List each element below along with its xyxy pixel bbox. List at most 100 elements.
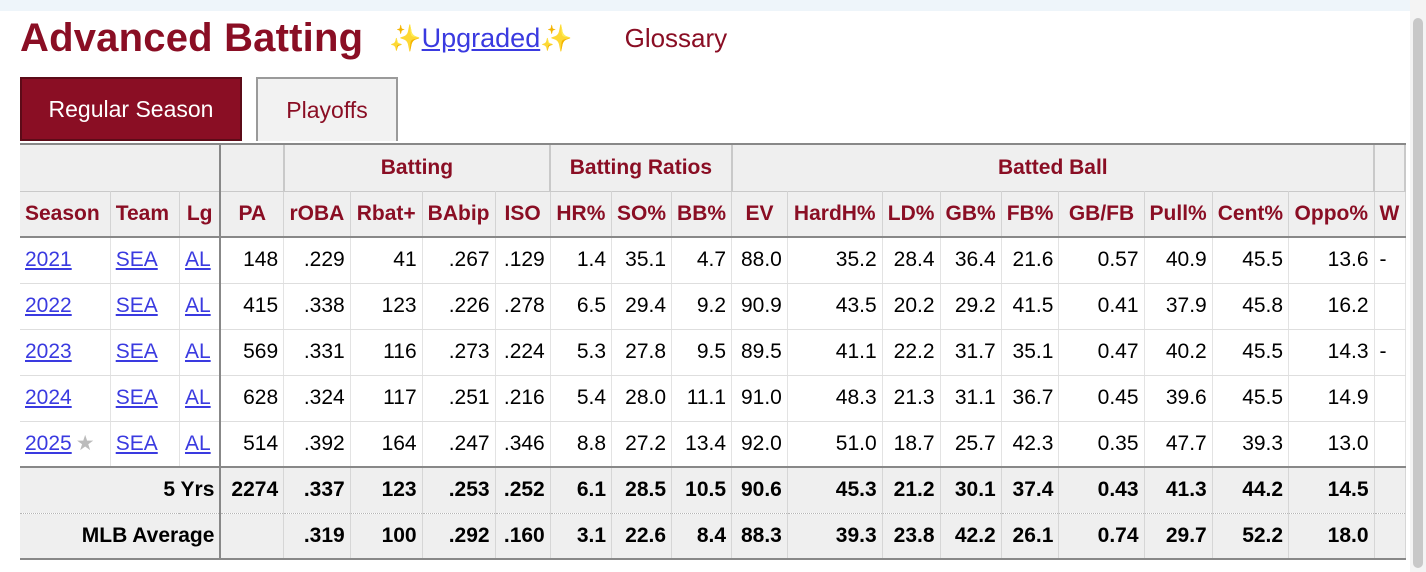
col-so-pct[interactable]: SO% — [611, 190, 673, 238]
stat-cell: 37.9 — [1144, 283, 1213, 330]
stat-cell: 35.2 — [787, 237, 883, 284]
summary-cell — [1374, 466, 1406, 514]
stat-cell: - — [1374, 329, 1406, 376]
vertical-scrollbar[interactable] — [1410, 0, 1426, 572]
summary-cell: 42.2 — [940, 513, 1002, 560]
league-cell: AL — [179, 421, 222, 468]
col-ev[interactable]: EV — [731, 190, 788, 238]
season-cell: 2022 — [20, 283, 111, 330]
stat-cell: 628 — [220, 375, 285, 422]
tab-playoffs[interactable]: Playoffs — [256, 77, 398, 141]
glossary-link[interactable]: Glossary — [624, 22, 728, 53]
team-cell: SEA — [110, 329, 180, 376]
stat-cell: .338 — [283, 283, 351, 330]
summary-label: 5 Yrs — [20, 466, 222, 514]
stat-cell: 0.41 — [1058, 283, 1145, 330]
league-link[interactable]: AL — [184, 248, 211, 272]
season-link[interactable]: 2021 — [25, 248, 72, 272]
over-header-blank — [20, 145, 222, 191]
stat-cell: 31.7 — [940, 329, 1002, 376]
stat-cell: 5.3 — [550, 329, 613, 376]
stat-cell: 31.1 — [940, 375, 1002, 422]
summary-cell: .252 — [495, 466, 551, 514]
stat-cell: 8.8 — [550, 421, 613, 468]
col-hardh-pct[interactable]: HardH% — [787, 190, 883, 238]
stat-cell: 0.35 — [1058, 421, 1145, 468]
summary-cell: 100 — [350, 513, 423, 560]
season-cell: 2024 — [20, 375, 111, 422]
tab-regular-season[interactable]: Regular Season — [20, 77, 242, 141]
league-link[interactable]: AL — [184, 431, 211, 455]
col-lg[interactable]: Lg — [179, 190, 222, 238]
col-ld-pct[interactable]: LD% — [882, 190, 941, 238]
stat-cell: 25.7 — [940, 421, 1002, 468]
upgraded-link[interactable]: Upgraded — [421, 22, 541, 53]
stat-cell: .229 — [283, 237, 351, 284]
summary-cell: .319 — [283, 513, 351, 560]
stat-cell: 47.7 — [1144, 421, 1213, 468]
col-rbat-plus[interactable]: Rbat+ — [350, 190, 423, 238]
summary-cell: 14.5 — [1288, 466, 1375, 514]
stat-cell: 16.2 — [1288, 283, 1375, 330]
col-oppo-pct[interactable]: Oppo% — [1288, 190, 1375, 238]
team-link[interactable]: SEA — [115, 386, 158, 409]
summary-cell: 23.8 — [882, 513, 941, 560]
team-link[interactable]: SEA — [115, 431, 158, 455]
team-link[interactable]: SEA — [115, 340, 158, 363]
league-link[interactable]: AL — [184, 340, 211, 363]
season-link[interactable]: 2024 — [25, 386, 72, 409]
col-gb-pct[interactable]: GB% — [940, 190, 1002, 238]
col-team[interactable]: Team — [110, 190, 180, 238]
stat-cell: 415 — [220, 283, 285, 330]
table-row: 2025 ★ SEA AL 514 .392 164 .247 .346 8.8 … — [20, 421, 1406, 468]
stat-cell: 4.7 — [671, 237, 733, 284]
stat-cell: 39.3 — [1212, 421, 1290, 468]
col-season[interactable]: Season — [20, 190, 111, 238]
summary-cell: 39.3 — [787, 513, 883, 560]
summary-cell: 123 — [350, 466, 423, 514]
over-header-next — [1374, 145, 1406, 191]
team-link[interactable]: SEA — [115, 248, 158, 272]
top-strip — [0, 0, 1410, 11]
column-header-row: Season Team Lg PA rOBA Rbat+ BAbip ISO H… — [20, 190, 1406, 238]
sparkle-icon: ✨ — [389, 22, 422, 53]
advanced-batting-table-container[interactable]: Batting Batting Ratios Batted Ball Seaso… — [20, 143, 1406, 563]
col-roba[interactable]: rOBA — [283, 190, 351, 238]
league-link[interactable]: AL — [184, 386, 211, 409]
stat-cell: 41.1 — [787, 329, 883, 376]
stat-cell: 45.5 — [1212, 375, 1290, 422]
stat-cell: 36.7 — [1001, 375, 1060, 422]
summary-cell: 88.3 — [731, 513, 788, 560]
col-pa[interactable]: PA — [220, 190, 285, 238]
league-link[interactable]: AL — [184, 294, 211, 317]
stat-cell: 117 — [350, 375, 423, 422]
stat-cell: 36.4 — [940, 237, 1002, 284]
team-link[interactable]: SEA — [115, 294, 158, 317]
stat-cell: .251 — [422, 375, 496, 422]
col-cent-pct[interactable]: Cent% — [1212, 190, 1290, 238]
stat-cell: 1.4 — [550, 237, 613, 284]
season-link[interactable]: 2023 — [25, 340, 72, 363]
scrollbar-thumb[interactable] — [1413, 18, 1423, 568]
col-iso[interactable]: ISO — [495, 190, 551, 238]
col-w[interactable]: W — [1374, 190, 1406, 238]
season-link[interactable]: 2025 — [25, 432, 72, 456]
col-hr-pct[interactable]: HR% — [550, 190, 613, 238]
stat-cell: 42.3 — [1001, 421, 1060, 468]
col-gb-fb[interactable]: GB/FB — [1058, 190, 1145, 238]
stat-cell: .331 — [283, 329, 351, 376]
stat-cell: 164 — [350, 421, 423, 468]
season-link[interactable]: 2022 — [25, 294, 72, 317]
stat-cell: .392 — [283, 421, 351, 468]
col-fb-pct[interactable]: FB% — [1001, 190, 1060, 238]
stat-cell: .278 — [495, 283, 551, 330]
stat-cell: .224 — [495, 329, 551, 376]
team-cell: SEA — [110, 237, 180, 284]
league-cell: AL — [179, 283, 222, 330]
section-title: Advanced Batting — [20, 15, 364, 60]
col-bb-pct[interactable]: BB% — [671, 190, 733, 238]
col-pull-pct[interactable]: Pull% — [1144, 190, 1213, 238]
summary-cell: .160 — [495, 513, 551, 560]
col-babip[interactable]: BAbip — [422, 190, 496, 238]
stat-cell: 45.8 — [1212, 283, 1290, 330]
